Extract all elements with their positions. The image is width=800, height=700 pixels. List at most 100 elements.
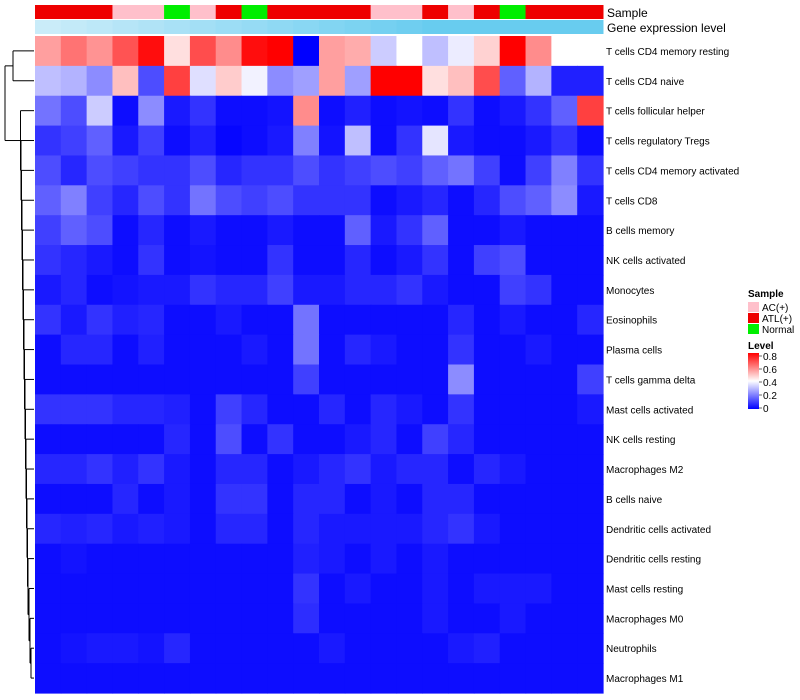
heatmap-cell: [138, 95, 165, 127]
heatmap-cell: [396, 513, 423, 545]
heatmap-cell: [448, 334, 475, 366]
row-label: T cells CD8: [606, 196, 658, 207]
heatmap-cell: [577, 95, 604, 127]
sample-annotation-cell: [422, 5, 449, 19]
heatmap-cell: [86, 334, 114, 366]
heatmap-cell: [215, 394, 243, 425]
heatmap-cell: [551, 483, 578, 515]
heatmap-cell: [499, 603, 527, 634]
heatmap-cell: [241, 245, 268, 276]
legend-level-tick-label: 0.2: [763, 391, 777, 402]
heatmap-cell: [448, 483, 475, 515]
heatmap-cell: [370, 394, 398, 425]
heatmap-cell: [293, 364, 320, 395]
heatmap-cell: [499, 394, 527, 425]
expression-annotation-cell: [86, 20, 113, 34]
heatmap-cell: [112, 603, 139, 634]
legend-label-normal: Normal: [762, 325, 794, 336]
heatmap-cell: [60, 36, 88, 67]
heatmap-cell: [35, 334, 62, 366]
heatmap-cell: [112, 394, 139, 425]
heatmap-cell: [473, 483, 501, 515]
heatmap-cell: [35, 304, 62, 336]
expression-annotation-cell: [241, 20, 268, 34]
heatmap-cell: [112, 513, 139, 545]
heatmap-cell: [319, 245, 346, 276]
heatmap-cell: [215, 95, 243, 127]
heatmap-cell: [86, 573, 114, 605]
heatmap-cell: [138, 424, 165, 455]
heatmap-cell: [344, 543, 372, 575]
heatmap-cell: [448, 36, 475, 67]
heatmap-cell: [551, 65, 578, 97]
heatmap-cell: [112, 543, 139, 575]
heatmap-cell: [267, 603, 294, 634]
heatmap-cell: [293, 185, 320, 216]
heatmap-cell: [448, 513, 475, 545]
heatmap-cell: [422, 304, 449, 336]
legend-swatch-atl: [748, 313, 759, 323]
heatmap-cell: [525, 334, 552, 366]
heatmap-cell: [473, 513, 501, 545]
row-label: T cells CD4 memory activated: [606, 166, 739, 177]
legend-sample-title: Sample: [748, 289, 784, 300]
heatmap-cell: [267, 454, 294, 485]
sample-annotation-cell: [499, 5, 527, 19]
heatmap-cell: [448, 573, 475, 605]
heatmap-cell: [319, 633, 346, 664]
heatmap-cell: [112, 245, 139, 276]
row-label: Macrophages M0: [606, 614, 684, 625]
heatmap-cell: [499, 633, 527, 664]
heatmap-cell: [189, 394, 217, 425]
expression-annotation-cell: [215, 20, 243, 34]
heatmap-cell: [319, 215, 346, 246]
row-label: NK cells activated: [606, 256, 685, 267]
heatmap-cell: [396, 663, 423, 694]
heatmap-cell: [215, 633, 243, 664]
heatmap-cell: [215, 125, 243, 157]
heatmap-cell: [396, 95, 423, 127]
heatmap-cell: [525, 125, 552, 157]
heatmap-cell: [499, 513, 527, 545]
heatmap-cell: [215, 245, 243, 276]
heatmap-cell: [448, 543, 475, 575]
heatmap-cell: [164, 334, 191, 366]
row-label: T cells regulatory Tregs: [606, 137, 710, 148]
heatmap-cell: [86, 633, 114, 664]
legend-swatch-normal: [748, 324, 759, 334]
row-label: Plasma cells: [606, 346, 662, 357]
heatmap-cell: [499, 364, 527, 395]
heatmap-cell: [112, 36, 139, 67]
heatmap-cell: [138, 483, 165, 515]
heatmap-cell: [577, 573, 604, 605]
heatmap-cell: [370, 483, 398, 515]
heatmap-cell: [370, 65, 398, 97]
expression-annotation-cell: [112, 20, 139, 34]
heatmap-cell: [422, 424, 449, 455]
heatmap-cell: [473, 394, 501, 425]
heatmap-cell: [138, 633, 165, 664]
heatmap-cell: [344, 215, 372, 246]
heatmap-cell: [448, 663, 475, 694]
heatmap-cell: [551, 334, 578, 366]
heatmap-cell: [293, 125, 320, 157]
heatmap-cell: [86, 483, 114, 515]
heatmap-cell: [577, 633, 604, 664]
heatmap-cell: [499, 663, 527, 694]
legend-level-tick-label: 0.8: [763, 352, 777, 363]
heatmap-cell: [112, 274, 139, 306]
heatmap-cell: [577, 215, 604, 246]
heatmap-cell: [525, 424, 552, 455]
heatmap-cell: [577, 394, 604, 425]
heatmap-cell: [448, 364, 475, 395]
row-label: Dendritic cells activated: [606, 525, 711, 536]
row-label: NK cells resting: [606, 435, 675, 446]
heatmap-cell: [319, 334, 346, 366]
heatmap-cell: [60, 633, 88, 664]
heatmap-cell: [86, 603, 114, 634]
heatmap-cell: [396, 125, 423, 157]
heatmap-cell: [164, 543, 191, 575]
heatmap-cell: [215, 424, 243, 455]
heatmap-cell: [577, 155, 604, 186]
heatmap-cell: [396, 274, 423, 306]
